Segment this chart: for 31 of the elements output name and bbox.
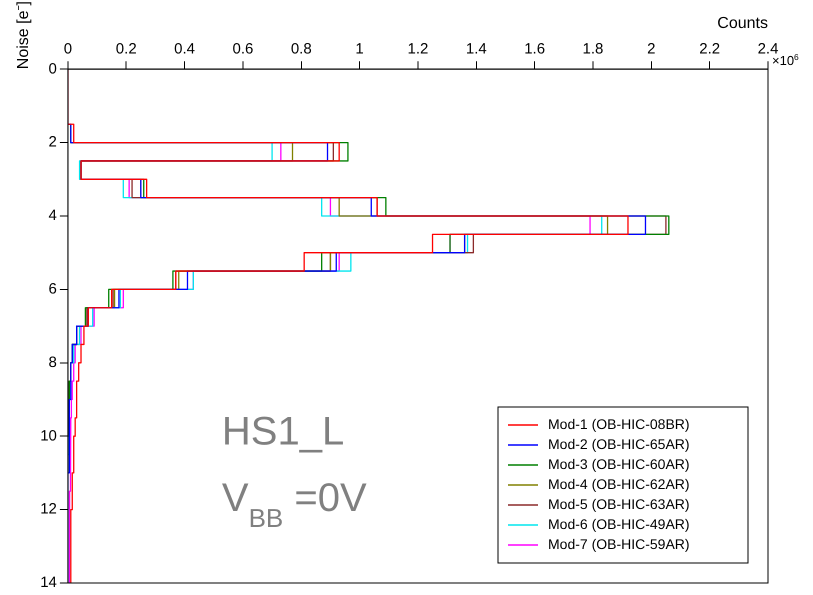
x-tick-label: 1.8 — [582, 40, 604, 58]
x-tick-label: 2 — [647, 40, 656, 58]
y-tick-label: 0 — [48, 60, 57, 78]
y-tick-label: 4 — [48, 207, 57, 224]
legend-label: Mod-3 (OB-HIC-60AR) — [548, 456, 690, 472]
legend-label: Mod-7 (OB-HIC-59AR) — [548, 536, 690, 552]
x-tick-label: 1.4 — [466, 40, 487, 58]
legend-label: Mod-4 (OB-HIC-62AR) — [548, 476, 690, 492]
y-axis-title: Noise [e⁻] — [15, 1, 32, 70]
y-tick-label: 12 — [40, 500, 57, 518]
y-tick-label: 10 — [40, 427, 57, 444]
x-tick-label: 0.2 — [116, 40, 137, 58]
x-tick-label: 0.6 — [232, 40, 254, 58]
x-tick-label: 1.2 — [408, 40, 428, 58]
x-tick-label: 1 — [355, 40, 364, 58]
legend-label: Mod-6 (OB-HIC-49AR) — [548, 516, 690, 532]
x-tick-label: 2.2 — [699, 40, 720, 58]
y-tick-label: 14 — [40, 574, 57, 592]
legend-label: Mod-5 (OB-HIC-63AR) — [548, 496, 690, 512]
y-tick-label: 2 — [48, 134, 57, 151]
x-axis-title: Counts — [717, 15, 768, 32]
x-tick-label: 0.8 — [290, 40, 312, 58]
legend-label: Mod-2 (OB-HIC-65AR) — [548, 436, 690, 452]
y-tick-label: 8 — [48, 354, 57, 371]
x-tick-label: 0.4 — [174, 40, 195, 58]
y-tick-label: 6 — [48, 280, 57, 298]
legend-label: Mod-1 (OB-HIC-08BR) — [548, 416, 690, 432]
annotation: HS1_L — [222, 409, 344, 454]
x-tick-label: 2.4 — [758, 40, 778, 58]
x-tick-label: 1.6 — [524, 40, 546, 58]
x-tick-label: 0 — [64, 40, 72, 58]
